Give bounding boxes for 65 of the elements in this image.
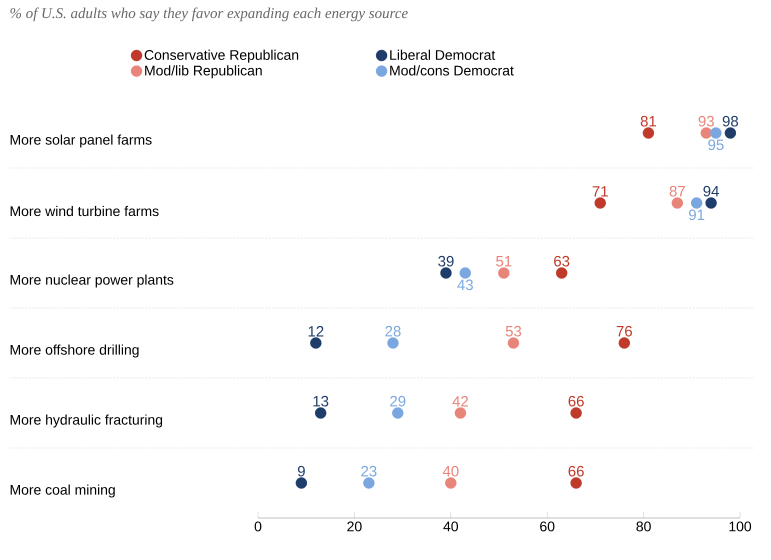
point [700,127,712,139]
data-label: 12 [308,326,324,336]
legend-label: Mod/cons Democrat [390,65,514,76]
data-label: 29 [390,396,406,406]
y-tick-label: More offshore drilling [10,344,139,358]
data-label: 23 [361,466,377,476]
data-label: 94 [703,186,719,196]
data-label: 91 [689,210,704,220]
x-tick-label: 20 [347,522,362,532]
point [594,197,606,209]
y-tick-label: More wind turbine farms [10,206,159,216]
data-label: 71 [592,186,608,196]
x-tick-label: 40 [443,522,458,532]
y-tick-label: More nuclear power plants [10,274,174,288]
x-tick-label: 0 [254,522,262,532]
data-label: 13 [313,396,328,406]
data-label: 98 [722,116,738,126]
point [618,337,630,349]
data-label: 76 [616,326,632,336]
y-tick-label: More hydraulic fracturing [10,414,162,428]
point [690,197,702,209]
point [314,407,326,419]
point [570,407,582,419]
data-label: 87 [670,186,685,196]
data-label: 53 [506,326,522,336]
point [296,477,308,489]
data-label: 66 [568,396,584,406]
x-tick-label: 80 [636,522,651,532]
x-tick-label: 100 [729,522,752,532]
data-label: 81 [640,116,656,126]
data-label: 40 [442,466,459,476]
data-label: 66 [568,466,584,476]
data-label: 28 [385,326,401,336]
point [440,267,452,279]
point [508,337,520,349]
point [498,267,510,279]
data-label: 51 [496,256,512,266]
point [445,477,456,489]
data-label: 42 [452,396,468,406]
point [363,477,375,489]
y-tick-label: More coal mining [10,484,115,498]
point [570,477,582,489]
legend-label: Conservative Republican [144,50,298,63]
x-tick-label: 60 [540,522,554,532]
chart-title: % of U.S. adults who say they favor expanding each energy source [10,8,408,22]
point [710,127,722,139]
legend-label: Liberal Democrat [390,50,496,60]
data-label: 95 [708,140,724,150]
data-label: 93 [698,116,714,126]
point [642,127,654,139]
point [705,197,717,209]
point [454,407,466,419]
point [724,127,736,139]
point [672,197,684,209]
point [556,267,568,279]
data-label: 9 [298,466,305,476]
point [392,407,404,419]
data-label: 39 [438,256,454,266]
point [310,337,322,349]
point [460,267,471,279]
data-label: 43 [457,280,473,290]
legend-label: Mod/lib Republican [145,65,262,78]
point [387,337,399,349]
data-label: 63 [554,256,570,266]
y-tick-label: More solar panel farms [10,134,152,148]
